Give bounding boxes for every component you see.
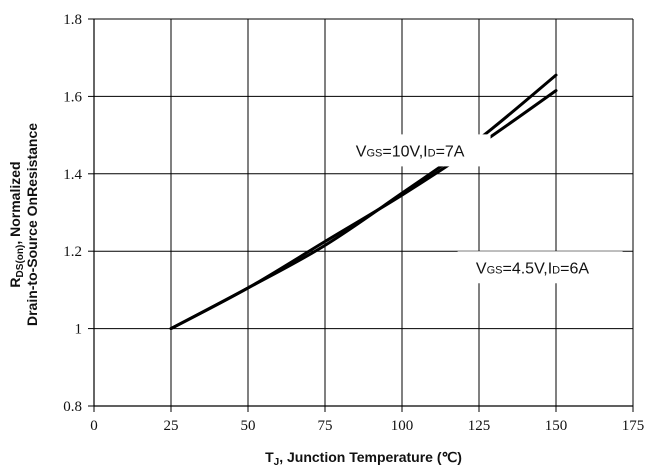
y-axis-title-main: R: [7, 277, 23, 287]
y-axis-title-rest: , Normalized: [7, 161, 23, 244]
y-axis-title-line1: RDS(on), Normalized: [7, 161, 26, 287]
x-axis-title-sub: J: [274, 457, 280, 468]
annotation-part: V: [356, 143, 367, 160]
annotation-part: GS: [487, 264, 503, 276]
x-tick-label: 0: [90, 418, 98, 434]
annotation-background: [340, 134, 491, 167]
x-tick-label: 75: [318, 418, 333, 434]
series-annotation-1: VGS=10V,ID=7A: [356, 143, 465, 160]
x-tick-label: 50: [241, 418, 256, 434]
x-tick-label: 175: [622, 418, 645, 434]
y-tick-label: 1.6: [63, 89, 82, 105]
x-tick-label: 125: [468, 418, 491, 434]
y-tick-label: 1.8: [63, 12, 82, 28]
series-annotation-2: VGS=4.5V,ID=6A: [476, 260, 589, 277]
annotation-background: [457, 251, 623, 284]
annotation-part: =6A: [560, 260, 589, 277]
axes: [93, 19, 633, 407]
series-line-1: [169, 73, 558, 331]
x-tick-label: 150: [545, 418, 568, 434]
annotation-part: D: [552, 264, 560, 276]
annotation-part: =10V,I: [382, 143, 427, 160]
y-tick-label: 1.2: [63, 244, 82, 260]
y-tick-label: 1.4: [63, 167, 82, 183]
y-tick-label: 0.8: [63, 399, 82, 415]
tick-labels: 0 25 50 75 100 125 150 175 0.8 1 1.2 1.4 1.6 1.8: [63, 12, 644, 434]
y-tick-label: 1: [75, 322, 83, 338]
annotation-part: D: [428, 147, 436, 159]
annotation-part: V: [476, 260, 487, 277]
grid: [94, 18, 634, 406]
series-line-2: [169, 89, 558, 331]
annotation-part: =7A: [436, 143, 465, 160]
y-axis-title-line2: Drain-to-Source OnResistance: [24, 123, 40, 326]
x-axis-title-rest: , Junction Temperature (℃): [279, 449, 462, 465]
series: [169, 73, 558, 331]
x-axis-title: TJ, Junction Temperature (℃): [265, 449, 462, 468]
annotation-part: GS: [366, 147, 382, 159]
x-tick-label: 25: [164, 418, 179, 434]
x-axis-title-main: T: [265, 449, 274, 465]
x-tick-label: 100: [391, 418, 414, 434]
axis-titles: TJ, Junction Temperature (℃) RDS(on), Nor…: [7, 123, 462, 468]
annotation-part: =4.5V,I: [502, 260, 552, 277]
y-axis-title-sub: DS(on): [15, 245, 26, 278]
